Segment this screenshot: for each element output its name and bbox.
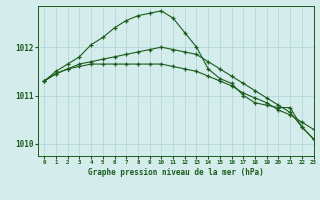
- X-axis label: Graphe pression niveau de la mer (hPa): Graphe pression niveau de la mer (hPa): [88, 168, 264, 177]
